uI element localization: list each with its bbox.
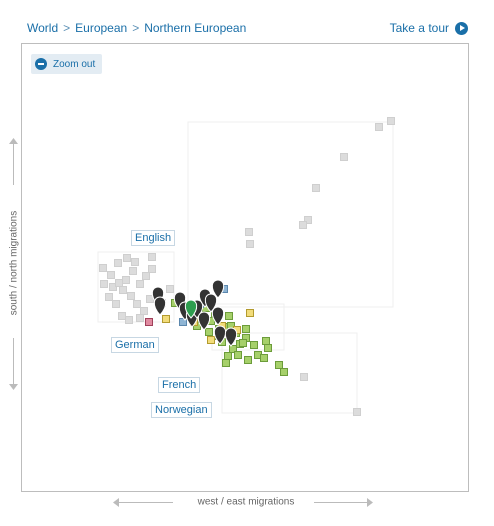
- gray-population-square[interactable]: [123, 254, 131, 262]
- cluster-box: [221, 332, 358, 414]
- gray-population-square[interactable]: [340, 153, 348, 161]
- gray-population-square[interactable]: [304, 216, 312, 224]
- gray-population-square[interactable]: [105, 293, 113, 301]
- cluster-box: [187, 121, 394, 308]
- minus-circle-icon: [35, 58, 47, 70]
- sample-marker-pin[interactable]: [153, 296, 167, 316]
- label-french[interactable]: French: [158, 377, 201, 393]
- gray-population-square[interactable]: [166, 285, 174, 293]
- green-population-square[interactable]: [260, 354, 268, 362]
- gray-population-square[interactable]: [100, 280, 108, 288]
- y-axis-label: south / north migrations: [8, 210, 20, 316]
- label-norwegian[interactable]: Norwegian: [151, 402, 212, 418]
- sample-marker-pin[interactable]: [211, 306, 225, 326]
- zoom-out-button[interactable]: Zoom out: [31, 54, 103, 74]
- green-population-square[interactable]: [222, 359, 230, 367]
- selected-sample-marker-pin[interactable]: [184, 299, 198, 319]
- gray-population-square[interactable]: [119, 286, 127, 294]
- green-population-square[interactable]: [225, 312, 233, 320]
- gray-population-square[interactable]: [387, 117, 395, 125]
- green-population-square[interactable]: [229, 345, 237, 353]
- play-icon: [455, 21, 468, 35]
- green-population-square[interactable]: [264, 344, 272, 352]
- down-arrow-icon: [9, 384, 18, 390]
- gray-population-square[interactable]: [312, 184, 320, 192]
- green-population-square[interactable]: [242, 325, 250, 333]
- gray-population-square[interactable]: [107, 271, 115, 279]
- gray-population-square[interactable]: [127, 292, 135, 300]
- label-english[interactable]: English: [131, 230, 176, 246]
- sample-marker-pin[interactable]: [204, 293, 218, 313]
- south-arrow: [13, 338, 14, 386]
- yellow-population-square[interactable]: [207, 336, 215, 344]
- sample-marker-pin[interactable]: [224, 327, 238, 347]
- gray-population-square[interactable]: [118, 312, 126, 320]
- green-population-square[interactable]: [280, 368, 288, 376]
- east-arrow: [314, 502, 368, 503]
- gray-population-square[interactable]: [115, 279, 123, 287]
- gray-population-square[interactable]: [245, 228, 253, 236]
- gray-population-square[interactable]: [300, 373, 308, 381]
- sample-marker-pin[interactable]: [211, 279, 225, 299]
- gray-population-square[interactable]: [112, 300, 120, 308]
- north-arrow: [13, 140, 14, 185]
- cluster-box: [211, 303, 285, 351]
- breadcrumb-european[interactable]: European: [75, 21, 128, 35]
- zoom-out-label: Zoom out: [53, 58, 96, 70]
- green-population-square[interactable]: [275, 361, 283, 369]
- gray-population-square[interactable]: [131, 258, 139, 266]
- right-arrow-icon: [367, 498, 373, 507]
- label-german[interactable]: German: [111, 337, 159, 353]
- gray-population-square[interactable]: [375, 123, 383, 131]
- gray-population-square[interactable]: [148, 265, 156, 273]
- left-arrow-icon: [113, 498, 119, 507]
- green-population-square[interactable]: [239, 339, 247, 347]
- gray-population-square[interactable]: [142, 272, 150, 280]
- green-population-square[interactable]: [244, 356, 252, 364]
- gray-population-square[interactable]: [114, 259, 122, 267]
- gray-population-square[interactable]: [353, 408, 361, 416]
- gray-population-square[interactable]: [129, 267, 137, 275]
- plot-area[interactable]: [21, 43, 469, 492]
- gray-cluster-boxes: [97, 121, 394, 414]
- green-population-square[interactable]: [234, 351, 242, 359]
- breadcrumb-separator: >: [132, 21, 140, 35]
- blue-population-square[interactable]: [179, 318, 187, 326]
- pink-population-square[interactable]: [145, 318, 153, 326]
- breadcrumb-world[interactable]: World: [27, 21, 59, 35]
- yellow-population-square[interactable]: [246, 309, 254, 317]
- up-arrow-icon: [9, 138, 18, 144]
- gray-population-square[interactable]: [122, 276, 130, 284]
- breadcrumb-separator: >: [63, 21, 71, 35]
- west-arrow: [117, 502, 173, 503]
- green-population-square[interactable]: [262, 337, 270, 345]
- gray-population-square[interactable]: [136, 280, 144, 288]
- gray-population-square[interactable]: [299, 221, 307, 229]
- green-population-square[interactable]: [224, 352, 232, 360]
- take-a-tour-label: Take a tour: [389, 21, 449, 35]
- sample-marker-pin[interactable]: [197, 311, 211, 331]
- green-population-square[interactable]: [205, 328, 213, 336]
- green-population-square[interactable]: [250, 341, 258, 349]
- take-a-tour-link[interactable]: Take a tour: [390, 21, 468, 35]
- gray-population-square[interactable]: [246, 240, 254, 248]
- gray-population-square[interactable]: [136, 314, 144, 322]
- breadcrumb-northern-european[interactable]: Northern European: [144, 21, 247, 35]
- breadcrumb: World > European > Northern European: [27, 21, 246, 35]
- yellow-population-square[interactable]: [162, 315, 170, 323]
- gray-population-square[interactable]: [133, 300, 141, 308]
- gray-population-square[interactable]: [99, 264, 107, 272]
- gray-population-square[interactable]: [148, 253, 156, 261]
- x-axis-label: west / east migrations: [197, 496, 295, 508]
- gray-population-square[interactable]: [125, 316, 133, 324]
- gray-population-square[interactable]: [140, 307, 148, 315]
